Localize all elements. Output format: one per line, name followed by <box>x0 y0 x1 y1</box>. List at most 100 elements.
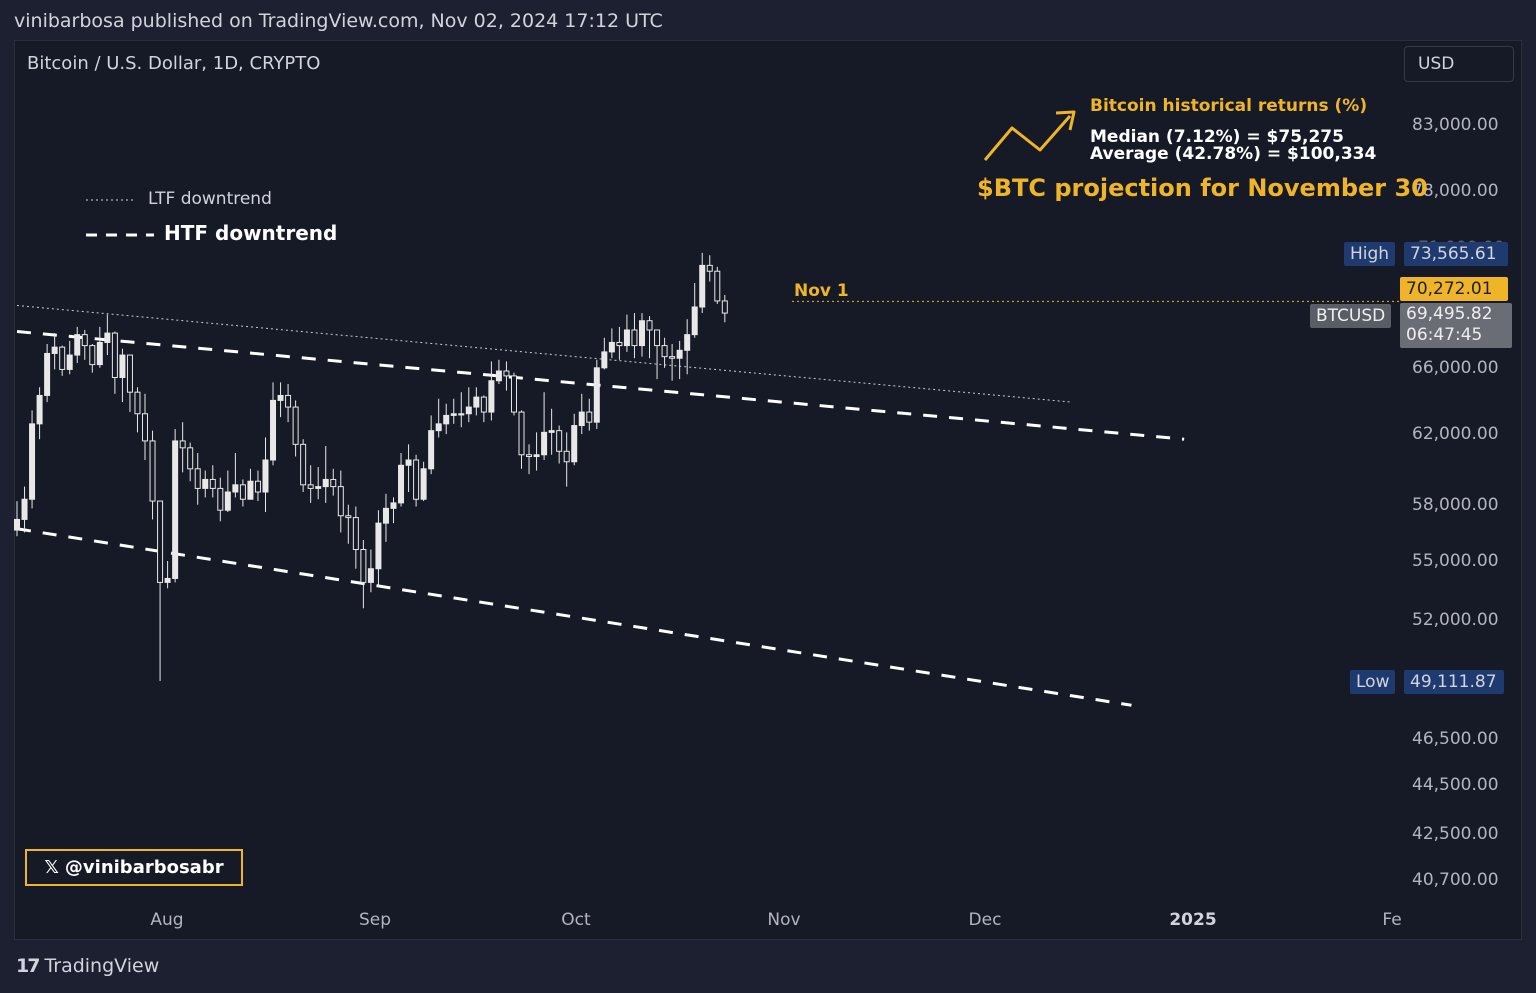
candle-body <box>217 487 224 511</box>
candle <box>119 348 126 403</box>
x-tick-label: Dec <box>968 910 1002 930</box>
trendline-ltf-downtrend <box>16 304 1072 403</box>
candle-body <box>691 306 698 336</box>
candle-body <box>209 478 216 489</box>
legend-ltf: LTF downtrend <box>86 189 272 209</box>
candle-body <box>578 411 585 427</box>
candle-body <box>300 443 307 486</box>
candle-body <box>714 270 721 302</box>
x-tick-label: Oct <box>561 910 591 930</box>
candle <box>157 500 164 681</box>
candle-body <box>157 500 164 583</box>
legend-htf: HTF downtrend <box>86 221 337 245</box>
candle-body <box>59 346 66 370</box>
candle <box>96 326 103 368</box>
candle <box>405 444 412 493</box>
candle <box>510 372 517 416</box>
trendline-htf-downtrend-upper <box>16 330 1185 441</box>
candle <box>398 453 405 507</box>
chart-title: Bitcoin / U.S. Dollar, 1D, CRYPTO <box>27 53 321 74</box>
candle <box>495 359 502 384</box>
candle <box>29 410 36 509</box>
candle-body <box>292 406 299 445</box>
candle <box>292 400 299 457</box>
candle <box>202 470 209 498</box>
candle <box>480 395 487 423</box>
candle-body <box>262 459 269 493</box>
candle <box>164 560 171 589</box>
candle-body <box>179 440 186 449</box>
trendlines <box>16 300 1400 707</box>
candle-body <box>684 334 691 351</box>
candle <box>111 331 118 394</box>
candle <box>638 313 645 357</box>
candle-body <box>495 370 502 382</box>
countdown: 06:47:45 <box>1406 325 1483 345</box>
annotation-projection: $BTC projection for November 30 <box>977 174 1428 202</box>
candle-body <box>322 478 329 488</box>
candle-body <box>699 264 706 308</box>
high-tag-label: High <box>1344 242 1396 266</box>
x-tick-label: 2025 <box>1169 910 1217 930</box>
candle-body <box>450 413 457 416</box>
candle-body <box>29 423 36 500</box>
candle-body <box>51 346 58 354</box>
legend-htf-label: HTF downtrend <box>164 221 338 245</box>
candle-body <box>420 468 427 500</box>
candle-body <box>164 577 171 583</box>
y-tick-label: 55,000.00 <box>1412 550 1499 571</box>
candle <box>142 393 149 461</box>
candle <box>676 340 683 380</box>
candle-body <box>435 423 442 432</box>
candle-body <box>428 430 435 470</box>
candle <box>616 326 623 360</box>
candle-body <box>382 507 389 524</box>
currency-selector[interactable]: USD <box>1404 46 1514 82</box>
candle <box>367 549 374 593</box>
candle <box>322 446 329 503</box>
candle-body <box>96 341 103 366</box>
candle <box>239 479 246 507</box>
candle <box>390 497 397 524</box>
candle <box>14 501 20 537</box>
candle <box>669 344 676 381</box>
candle <box>172 428 179 583</box>
close-value: 69,495.82 <box>1406 304 1493 324</box>
high-tag-value: 73,565.61 <box>1404 242 1508 266</box>
candle <box>443 403 450 435</box>
y-tick-label: 62,000.00 <box>1412 424 1499 445</box>
candle <box>209 465 216 498</box>
candle-body <box>367 568 374 583</box>
candle-body <box>533 454 540 458</box>
candle <box>699 252 706 314</box>
candle-body <box>390 502 397 509</box>
candle <box>51 333 58 370</box>
candle <box>714 266 721 304</box>
candle <box>262 437 269 513</box>
y-tick-label: 78,000.00 <box>1412 180 1499 201</box>
x-tick-label: Aug <box>150 910 184 930</box>
candle-body <box>623 329 630 347</box>
author-handle-box[interactable]: 𝕏 @vinibarbosabr <box>25 849 243 886</box>
last-price-tag: 70,272.01 <box>1400 277 1508 301</box>
candle <box>541 392 548 461</box>
candle <box>706 255 713 282</box>
x-tick-label: Nov <box>767 910 801 930</box>
candle-body <box>480 396 487 413</box>
candle <box>533 432 540 471</box>
candle <box>345 504 352 544</box>
candle-body <box>721 300 728 314</box>
footer-text: TradingView <box>44 955 160 977</box>
candle-body <box>638 320 645 347</box>
footer-branding[interactable]: 17 TradingView <box>16 955 159 977</box>
candle-body <box>21 498 28 520</box>
annotation-average: Average (42.78%) = $100,334 <box>1090 144 1377 164</box>
candle <box>104 314 111 356</box>
candle <box>149 430 156 520</box>
candle <box>458 392 465 428</box>
candle <box>465 387 472 423</box>
candle-body <box>194 468 201 489</box>
candle <box>593 359 600 429</box>
candle-body <box>89 345 96 366</box>
